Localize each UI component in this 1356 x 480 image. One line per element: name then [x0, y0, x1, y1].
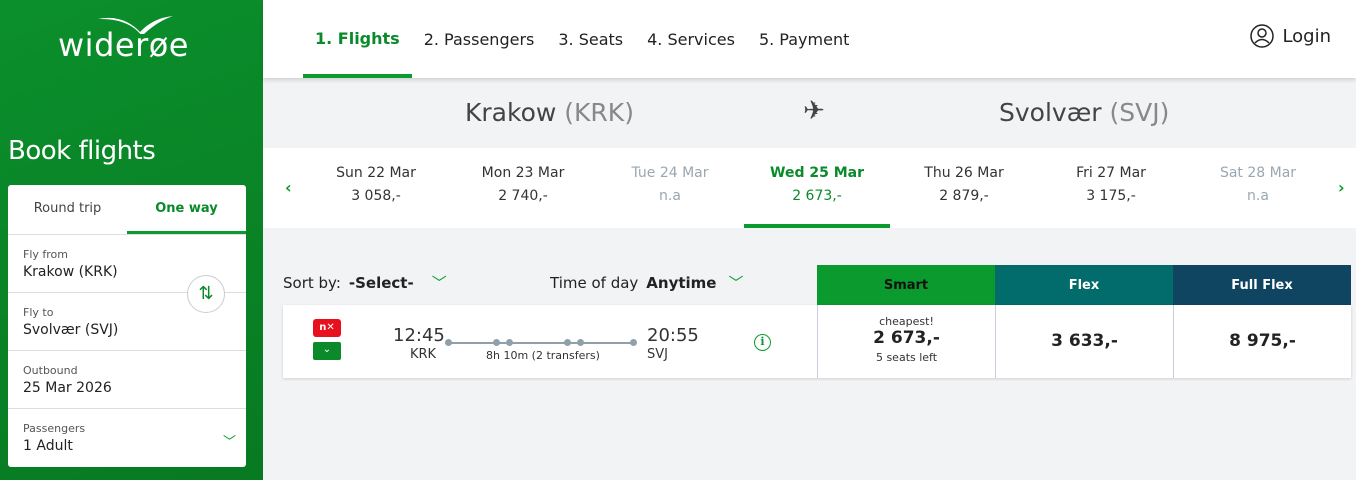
swap-airports-button[interactable]: ⇅ [187, 275, 225, 313]
chevron-down-icon: ﹀ [728, 274, 744, 292]
next-dates-arrow-icon[interactable]: › [1338, 178, 1345, 197]
flight-row: n✕ ⌄ 12:45 KRK 8h 10m (2 transfers) 20:5… [283, 305, 1351, 378]
destination: Svolvær (SVJ) [999, 98, 1169, 127]
step-seats[interactable]: 3. Seats [558, 30, 624, 49]
fare-flex[interactable]: 3 633,- [995, 305, 1173, 378]
outbound-field[interactable]: Outbound 25 Mar 2026 [8, 351, 246, 409]
wideroe-airline-logo: ⌄ [313, 342, 341, 360]
stop-dot [506, 339, 513, 346]
date-option[interactable]: Thu 26 Mar 2 879,- [924, 165, 1004, 204]
date-option: Sat 28 Mar n.a [1219, 165, 1297, 204]
step-services[interactable]: 4. Services [647, 30, 735, 49]
origin-code: (KRK) [564, 98, 634, 127]
sort-label: Sort by: [283, 274, 341, 292]
round-trip-tab[interactable]: Round trip [33, 201, 102, 216]
route-line [449, 342, 634, 344]
departure-time: 12:45 [393, 325, 445, 346]
passengers-label: Passengers [23, 422, 86, 435]
info-icon[interactable]: i [754, 334, 771, 351]
time-label: Time of day [550, 274, 639, 292]
full-flex-price: 8 975,- [1229, 331, 1296, 351]
stop-dot [564, 339, 571, 346]
fly-from-field[interactable]: Fly from Krakow (KRK) [8, 235, 246, 293]
norwegian-logo: n✕ [313, 319, 341, 337]
bird-icon [98, 16, 173, 34]
book-flights-title: Book flights [8, 136, 156, 166]
date-option[interactable]: Fri 27 Mar 3 175,- [1076, 165, 1146, 204]
sort-value: -Select- [348, 274, 414, 292]
one-way-tab[interactable]: One way [127, 185, 246, 234]
user-icon [1250, 24, 1275, 48]
date-option[interactable]: Mon 23 Mar 2 740,- [481, 165, 565, 204]
step-payment[interactable]: 5. Payment [758, 30, 850, 49]
time-of-day-dropdown[interactable]: Time of day Anytime ﹀ [550, 272, 744, 293]
date-option[interactable]: Sun 22 Mar 3 058,- [336, 165, 416, 204]
fare-header-full-flex: Full Flex [1173, 265, 1351, 305]
step-passengers[interactable]: 2. Passengers [423, 30, 535, 49]
duration: 8h 10m (2 transfers) [486, 349, 600, 362]
outbound-label: Outbound [23, 364, 78, 377]
origin-city: Krakow [465, 98, 557, 127]
passengers-value: 1 Adult [23, 438, 73, 454]
destination-code: (SVJ) [1109, 98, 1170, 127]
chevron-down-icon: ﹀ [431, 274, 447, 292]
logo-text: widerøe [58, 26, 189, 64]
login-button[interactable]: Login [1250, 24, 1331, 48]
booking-form: Round trip One way Fly from Krakow (KRK) … [8, 185, 246, 467]
destination-city: Svolvær [999, 98, 1102, 127]
flex-price: 3 633,- [1051, 331, 1118, 351]
fly-from-value: Krakow (KRK) [23, 264, 118, 280]
arrival-time: 20:55 [647, 325, 699, 346]
plane-icon: ✈ [803, 96, 825, 126]
sort-dropdown[interactable]: Sort by: -Select- ﹀ [283, 272, 447, 293]
login-label: Login [1282, 25, 1331, 47]
date-option: Tue 24 Mar n.a [631, 165, 709, 204]
stop-dot [493, 339, 500, 346]
date-option-selected[interactable]: Wed 25 Mar 2 673,- [744, 148, 890, 228]
prev-dates-arrow-icon[interactable]: ‹ [285, 178, 292, 197]
fly-to-label: Fly to [23, 306, 54, 319]
stop-dot [630, 339, 637, 346]
departure-code: KRK [410, 347, 437, 362]
fare-full-flex[interactable]: 8 975,- [1173, 305, 1351, 378]
fly-to-field[interactable]: Fly to Svolvær (SVJ) [8, 293, 246, 351]
fare-header-flex: Flex [995, 265, 1173, 305]
origin: Krakow (KRK) [465, 98, 634, 127]
fare-header-smart: Smart [817, 265, 995, 305]
fly-from-label: Fly from [23, 248, 68, 261]
stop-dot [577, 339, 584, 346]
stop-dot [445, 339, 452, 346]
route-summary: Krakow (KRK) ✈ Svolvær (SVJ) [263, 80, 1356, 147]
smart-price: 2 673,- [873, 328, 940, 348]
swap-icon: ⇅ [198, 283, 214, 304]
fare-smart[interactable]: cheapest! 2 673,- 5 seats left [817, 305, 995, 378]
date-selector: ‹ Sun 22 Mar 3 058,- Mon 23 Mar 2 740,- Tu… [263, 148, 1356, 228]
sidebar: widerøe Book flights Round trip One way … [0, 0, 263, 480]
passengers-field[interactable]: Passengers 1 Adult ﹀ [8, 409, 246, 467]
seats-left: 5 seats left [875, 351, 938, 364]
outbound-value: 25 Mar 2026 [23, 380, 112, 396]
fly-to-value: Svolvær (SVJ) [23, 322, 119, 338]
time-value: Anytime [646, 274, 717, 292]
arrival-code: SVJ [647, 347, 668, 362]
chevron-down-icon: ﹀ [222, 435, 236, 450]
step-flights[interactable]: 1. Flights [303, 0, 412, 78]
header: 1. Flights 2. Passengers 3. Seats 4. Ser… [263, 0, 1356, 78]
cheapest-label: cheapest! [879, 315, 934, 328]
wideroe-logo[interactable]: widerøe [58, 14, 203, 64]
